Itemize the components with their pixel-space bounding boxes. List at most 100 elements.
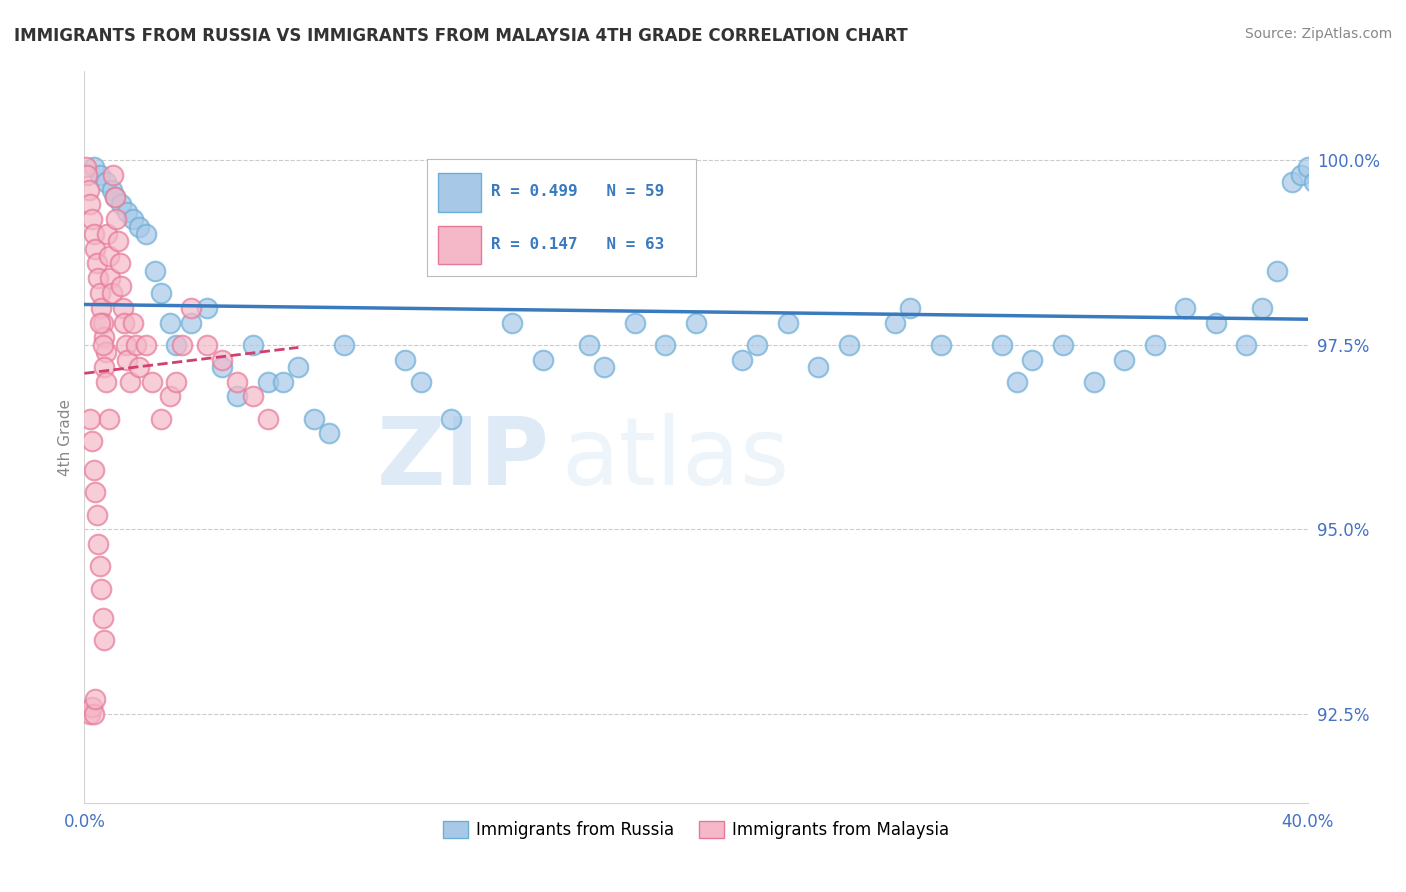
Point (226, 389, 249, 403)
Point (122, 316, 145, 330)
Point (93, 633, 115, 648)
Point (91, 316, 114, 330)
Point (86, 508, 108, 522)
Point (578, 337, 600, 351)
Point (94, 175, 117, 189)
Point (257, 411, 280, 425)
Point (94, 345, 117, 359)
Point (287, 359, 309, 374)
Point (257, 375, 280, 389)
Point (75, 161, 97, 175)
Point (91, 611, 114, 625)
Point (77, 183, 100, 197)
Point (80, 212, 103, 227)
Point (195, 337, 218, 351)
Point (929, 337, 952, 351)
Point (128, 359, 150, 374)
Y-axis label: 4th Grade: 4th Grade (58, 399, 73, 475)
Point (211, 352, 233, 367)
Point (83, 227, 105, 241)
Point (1265, 264, 1288, 278)
Point (135, 337, 157, 351)
Point (1143, 337, 1166, 351)
Point (79, 707, 101, 722)
Point (242, 389, 264, 403)
Point (807, 359, 830, 374)
Point (94, 375, 117, 389)
Point (103, 168, 125, 182)
Point (110, 278, 132, 293)
Point (654, 337, 676, 351)
Point (89, 559, 111, 574)
Text: IMMIGRANTS FROM RUSSIA VS IMMIGRANTS FROM MALAYSIA 4TH GRADE CORRELATION CHART: IMMIGRANTS FROM RUSSIA VS IMMIGRANTS FRO… (14, 27, 908, 45)
Point (211, 359, 233, 374)
Point (87, 537, 110, 551)
Point (104, 190, 127, 204)
Point (128, 219, 150, 234)
Point (1052, 337, 1074, 351)
Point (1302, 175, 1324, 189)
Point (165, 375, 187, 389)
Point (333, 337, 356, 351)
Point (180, 316, 202, 330)
Point (226, 375, 249, 389)
Point (83, 463, 105, 477)
Point (394, 352, 416, 367)
Point (84, 692, 107, 706)
Point (242, 337, 264, 351)
Point (125, 337, 148, 351)
Point (172, 337, 194, 351)
Point (101, 183, 124, 197)
Point (96, 227, 118, 241)
Point (1005, 375, 1028, 389)
Point (1174, 301, 1197, 315)
Point (149, 285, 172, 300)
Point (111, 301, 134, 315)
Point (1296, 161, 1319, 175)
Point (112, 316, 135, 330)
Point (83, 707, 105, 722)
Point (747, 337, 769, 351)
Point (135, 227, 157, 241)
Point (1291, 168, 1313, 182)
Point (80, 699, 103, 714)
Point (685, 316, 707, 330)
Point (159, 316, 181, 330)
Point (105, 212, 128, 227)
Point (79, 197, 101, 211)
Point (89, 316, 111, 330)
Point (502, 316, 524, 330)
Point (80, 434, 103, 448)
Point (90, 582, 112, 596)
Point (97, 411, 120, 425)
Point (180, 301, 202, 315)
Point (165, 337, 187, 351)
Point (731, 352, 754, 367)
Point (409, 375, 432, 389)
Point (115, 352, 138, 367)
Point (159, 389, 181, 403)
Point (1205, 316, 1227, 330)
Point (89, 168, 111, 182)
Point (107, 235, 129, 249)
Point (1083, 375, 1105, 389)
Point (90, 301, 112, 315)
Point (110, 197, 132, 211)
Point (83, 161, 105, 175)
Point (195, 301, 218, 315)
Point (115, 204, 138, 219)
Point (76, 168, 98, 182)
Text: ZIP: ZIP (377, 413, 550, 505)
Legend: Immigrants from Russia, Immigrants from Malaysia: Immigrants from Russia, Immigrants from … (436, 814, 956, 846)
Point (97, 249, 120, 263)
Point (104, 190, 127, 204)
Point (883, 316, 905, 330)
Point (86, 256, 108, 270)
Point (114, 337, 136, 351)
Point (838, 337, 860, 351)
Point (87, 271, 110, 285)
Point (79, 411, 101, 425)
Point (271, 375, 294, 389)
Point (108, 256, 131, 270)
Point (84, 242, 107, 256)
